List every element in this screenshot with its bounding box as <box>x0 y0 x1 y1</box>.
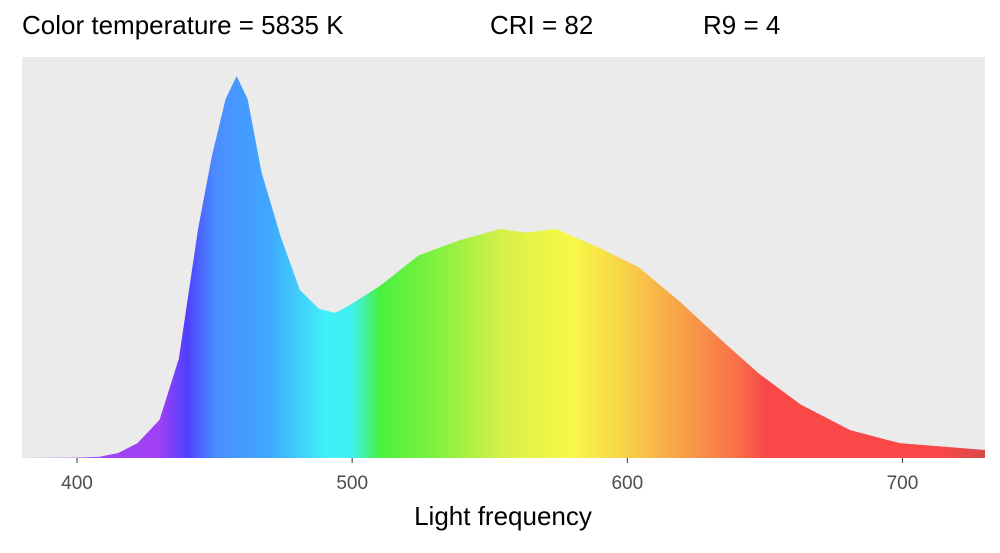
x-tick-label: 400 <box>61 473 93 494</box>
x-axis-title: Light frequency <box>414 501 592 531</box>
x-tick-label: 700 <box>887 473 919 494</box>
spectrum-area <box>22 76 985 458</box>
x-tick-label: 500 <box>336 473 368 494</box>
annotation: R9 = 4 <box>703 10 780 40</box>
annotation: Color temperature = 5835 K <box>22 10 344 40</box>
x-tick-label: 600 <box>611 473 643 494</box>
annotation: CRI = 82 <box>490 10 593 40</box>
